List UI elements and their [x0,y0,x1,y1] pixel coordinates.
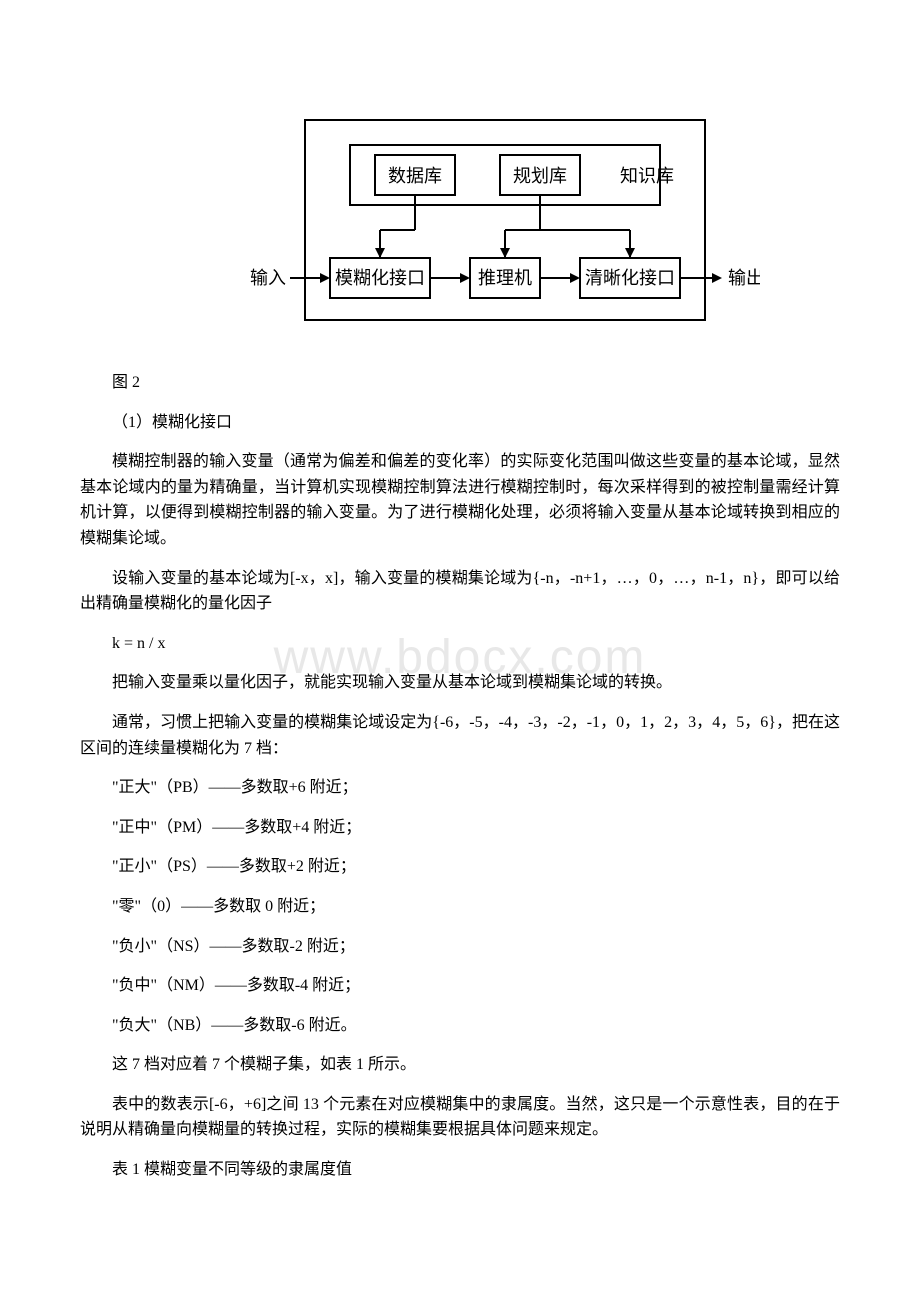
paragraph-3: 把输入变量乘以量化因子，就能实现输入变量从基本论域到模糊集论域的转换。 [80,670,840,696]
section-title: （1）模糊化接口 [80,410,840,436]
box-rules-label: 规划库 [513,166,567,186]
input-label: 输入 [250,268,286,288]
fuzzy-controller-diagram: 数据库 规划库 知识库 模糊化接口 推理机 清晰化接口 输入 [200,100,720,350]
box-defuzzify-label: 清晰化接口 [585,268,675,288]
paragraph-5: 这 7 档对应着 7 个模糊子集，如表 1 所示。 [80,1052,840,1078]
box-infer-label: 推理机 [478,268,532,288]
box-db-label: 数据库 [388,166,442,186]
list-item-nb: "负大"（NB）——多数取-6 附近。 [80,1013,840,1039]
equation: k = n / x [80,631,840,657]
paragraph-1: 模糊控制器的输入变量（通常为偏差和偏差的变化率）的实际变化范围叫做这些变量的基本… [80,449,840,551]
diagram-svg: 数据库 规划库 知识库 模糊化接口 推理机 清晰化接口 输入 [200,100,760,350]
list-item-zero: "零"（0）——多数取 0 附近； [80,894,840,920]
figure-caption: 图 2 [80,370,840,396]
list-item-pb: "正大"（PB）——多数取+6 附近； [80,775,840,801]
list-item-pm: "正中"（PM）——多数取+4 附近； [80,815,840,841]
table-title: 表 1 模糊变量不同等级的隶属度值 [80,1157,840,1183]
paragraph-4: 通常，习惯上把输入变量的模糊集论域设定为{-6，-5，-4，-3，-2，-1，0… [80,710,840,761]
paragraph-6: 表中的数表示[-6，+6]之间 13 个元素在对应模糊集中的隶属度。当然，这只是… [80,1092,840,1143]
paragraph-2: 设输入变量的基本论域为[-x，x]，输入变量的模糊集论域为{-n，-n+1，…，… [80,566,840,617]
list-item-ps: "正小"（PS）——多数取+2 附近； [80,854,840,880]
box-kb-label: 知识库 [620,166,674,186]
box-fuzzify-label: 模糊化接口 [335,268,425,288]
output-label: 输出 [728,268,760,288]
list-item-ns: "负小"（NS）——多数取-2 附近； [80,934,840,960]
list-item-nm: "负中"（NM）——多数取-4 附近； [80,973,840,999]
